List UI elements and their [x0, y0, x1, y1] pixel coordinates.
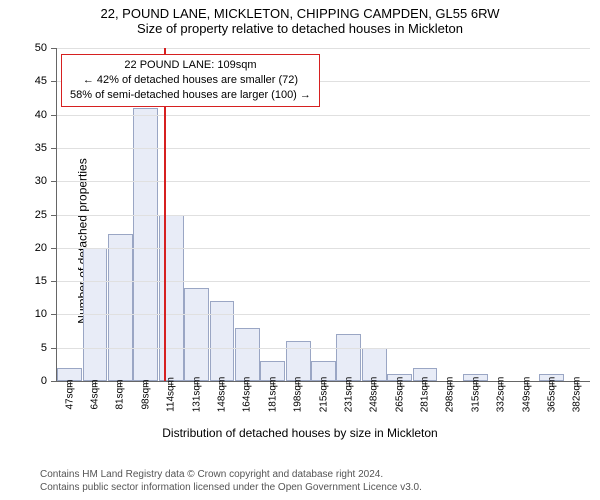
- x-tick-label: 181sqm: [267, 377, 278, 413]
- x-tick-label: 365sqm: [546, 377, 557, 413]
- y-tick: [51, 148, 57, 149]
- bar: [235, 328, 260, 381]
- x-tick-label: 81sqm: [115, 379, 126, 409]
- page-title: 22, POUND LANE, MICKLETON, CHIPPING CAMP…: [0, 0, 600, 21]
- x-tick-label: 164sqm: [242, 377, 253, 413]
- gridline: [57, 115, 590, 116]
- x-tick-label: 382sqm: [572, 377, 583, 413]
- y-tick: [51, 48, 57, 49]
- callout-line1: 22 POUND LANE: 109sqm: [70, 58, 311, 73]
- bar: [159, 215, 184, 382]
- y-tick-label: 40: [35, 109, 47, 121]
- x-tick-label: 148sqm: [216, 377, 227, 413]
- y-tick-label: 10: [35, 308, 47, 320]
- bar: [210, 301, 235, 381]
- gridline: [57, 248, 590, 249]
- footer-attribution: Contains HM Land Registry data © Crown c…: [40, 468, 422, 494]
- x-tick-label: 281sqm: [420, 377, 431, 413]
- x-tick-label: 298sqm: [445, 377, 456, 413]
- x-tick-label: 349sqm: [521, 377, 532, 413]
- bar: [108, 234, 133, 381]
- y-tick: [51, 348, 57, 349]
- y-tick-label: 50: [35, 42, 47, 54]
- x-tick-label: 98sqm: [140, 379, 151, 409]
- gridline: [57, 181, 590, 182]
- footer-line2: Contains public sector information licen…: [40, 481, 422, 494]
- x-tick-label: 265sqm: [394, 377, 405, 413]
- x-tick-label: 47sqm: [64, 379, 75, 409]
- page-subtitle: Size of property relative to detached ho…: [0, 21, 600, 36]
- x-tick-label: 231sqm: [343, 377, 354, 413]
- x-tick-label: 248sqm: [369, 377, 380, 413]
- x-tick-label: 332sqm: [496, 377, 507, 413]
- callout-line2: ← 42% of detached houses are smaller (72…: [70, 73, 311, 88]
- gridline: [57, 348, 590, 349]
- callout-line3: 58% of semi-detached houses are larger (…: [70, 88, 311, 103]
- callout-box: 22 POUND LANE: 109sqm← 42% of detached h…: [61, 54, 320, 107]
- y-tick: [51, 215, 57, 216]
- y-tick: [51, 115, 57, 116]
- gridline: [57, 215, 590, 216]
- y-tick-label: 15: [35, 275, 47, 287]
- y-tick-label: 5: [41, 342, 47, 354]
- gridline: [57, 48, 590, 49]
- y-tick-label: 45: [35, 75, 47, 87]
- y-tick: [51, 381, 57, 382]
- bar: [184, 288, 209, 381]
- y-tick-label: 30: [35, 175, 47, 187]
- y-tick: [51, 248, 57, 249]
- x-tick-label: 114sqm: [166, 377, 177, 412]
- y-tick-label: 0: [41, 375, 47, 387]
- x-tick-label: 315sqm: [470, 377, 481, 413]
- y-tick: [51, 81, 57, 82]
- gridline: [57, 148, 590, 149]
- x-tick-label: 215sqm: [318, 377, 329, 413]
- y-tick: [51, 314, 57, 315]
- y-tick-label: 20: [35, 242, 47, 254]
- gridline: [57, 314, 590, 315]
- bar: [133, 108, 158, 381]
- footer-line1: Contains HM Land Registry data © Crown c…: [40, 468, 422, 481]
- y-tick-label: 35: [35, 142, 47, 154]
- x-tick-label: 64sqm: [90, 379, 101, 409]
- y-tick-label: 25: [35, 209, 47, 221]
- x-tick-label: 198sqm: [293, 377, 304, 413]
- chart-area: Number of detached properties 0510152025…: [0, 42, 600, 440]
- y-tick: [51, 281, 57, 282]
- gridline: [57, 281, 590, 282]
- bar: [336, 334, 361, 381]
- y-tick: [51, 181, 57, 182]
- x-axis-label: Distribution of detached houses by size …: [0, 426, 600, 440]
- plot-region: 0510152025303540455047sqm64sqm81sqm98sqm…: [56, 48, 590, 382]
- x-tick-label: 131sqm: [191, 377, 202, 413]
